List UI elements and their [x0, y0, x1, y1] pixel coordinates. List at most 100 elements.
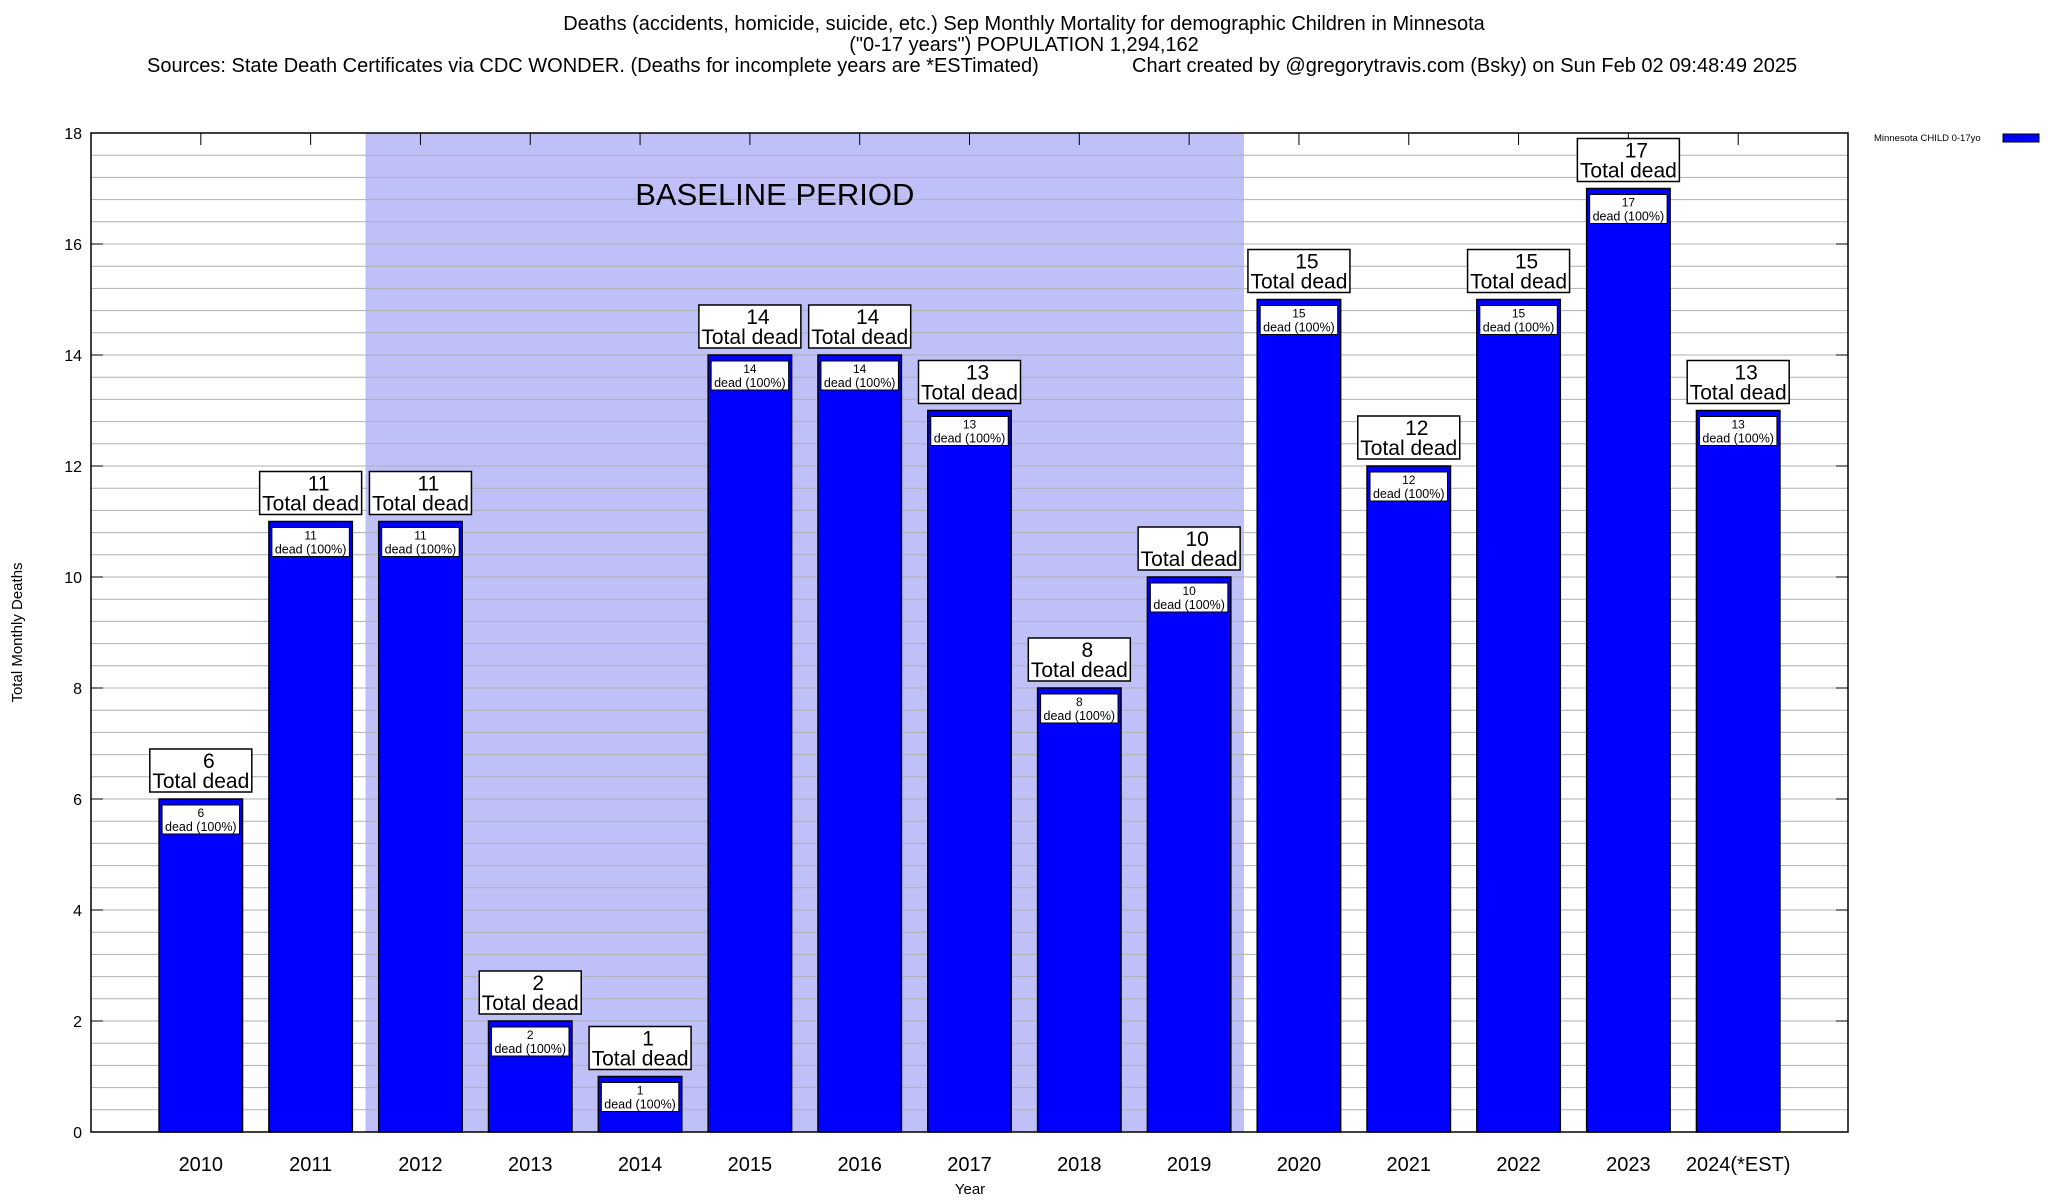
top-label-box: [588, 1025, 692, 1071]
x-tick-label: 2015: [728, 1154, 773, 1176]
inner-label-value: 13: [1732, 418, 1746, 432]
x-tick-label: 2023: [1606, 1154, 1651, 1176]
x-tick-label: 2020: [1277, 1154, 1322, 1176]
inner-label-text: dead (100%): [1263, 321, 1335, 335]
inner-label-text: dead (100%): [1373, 487, 1445, 501]
x-tick-label: 2017: [947, 1154, 992, 1176]
bar-2022: [1476, 298, 1562, 1133]
x-tick-label: 2012: [398, 1154, 443, 1176]
y-tick-label: 12: [64, 459, 82, 476]
top-label-value: 10: [1185, 528, 1208, 551]
y-tick-label: 14: [64, 348, 82, 365]
top-label-value: 8: [1081, 639, 1093, 662]
top-label-value: 15: [1515, 251, 1538, 274]
inner-label-value: 10: [1182, 584, 1196, 598]
top-label-text: Total dead: [152, 770, 249, 793]
top-label-box: [258, 470, 363, 516]
top-label-value: 15: [1295, 251, 1318, 274]
bar-2024(*EST): [1695, 409, 1781, 1133]
top-label-box: [1686, 359, 1790, 405]
x-tick-label: 2010: [179, 1154, 224, 1176]
top-label-value: 17: [1625, 140, 1648, 163]
top-label-text: Total dead: [592, 1048, 689, 1071]
inner-label-text: dead (100%): [1044, 709, 1116, 723]
top-label-text: Total dead: [1690, 382, 1787, 405]
inner-label-box: [1589, 194, 1668, 224]
bar-2015: [707, 354, 793, 1133]
inner-label-text: dead (100%): [1593, 210, 1665, 224]
top-label-box: [917, 359, 1022, 405]
inner-label-value: 8: [1076, 695, 1083, 709]
top-label-box: [478, 970, 582, 1015]
inner-label-value: 11: [304, 529, 317, 543]
inner-label-box: [271, 527, 350, 557]
top-label-box: [1027, 637, 1132, 682]
inner-label-box: [820, 360, 899, 391]
x-tick-label: 2014: [618, 1154, 663, 1176]
top-label-text: Total dead: [701, 326, 798, 349]
x-tick-label: 2019: [1167, 1154, 1212, 1176]
top-label-text: Total dead: [372, 493, 469, 516]
top-label-value: 13: [1735, 362, 1758, 385]
top-label-text: Total dead: [262, 493, 359, 516]
x-tick-label: 2022: [1496, 1154, 1541, 1176]
top-label-box: [1137, 526, 1241, 571]
inner-label-text: dead (100%): [1483, 321, 1555, 335]
top-label-value: 14: [746, 306, 770, 329]
inner-label-box: [1369, 471, 1448, 502]
top-label-text: Total dead: [921, 382, 1018, 405]
credit-note: Chart created by @gregorytravis.com (Bsk…: [1132, 55, 1797, 77]
x-axis-label: Year: [955, 1181, 985, 1198]
inner-label-box: [600, 1082, 680, 1112]
inner-label-text: dead (100%): [934, 432, 1006, 446]
inner-label-text: dead (100%): [494, 1042, 566, 1056]
plot-frame: [90, 132, 1849, 1133]
top-label-text: Total dead: [1250, 271, 1347, 294]
chart-title: Deaths (accidents, homicide, suicide, et…: [563, 13, 1485, 35]
inner-label-box: [1040, 693, 1119, 724]
inner-label-text: dead (100%): [275, 543, 347, 557]
inner-label-value: 12: [1402, 473, 1416, 487]
top-label-value: 11: [418, 473, 440, 496]
bar-2019: [1146, 576, 1232, 1133]
y-tick-label: 0: [73, 1125, 82, 1142]
y-tick-label: 4: [73, 903, 82, 920]
top-label-text: Total dead: [1360, 437, 1457, 460]
y-tick-label: 16: [64, 237, 82, 254]
top-label-text: Total dead: [1470, 271, 1567, 294]
x-tick-label: 2011: [289, 1154, 332, 1176]
top-label-box: [698, 304, 802, 349]
inner-label-value: 15: [1292, 307, 1306, 321]
top-label-box: [1466, 248, 1571, 294]
top-label-text: Total dead: [482, 992, 579, 1015]
legend-label: Minnesota CHILD 0-17yo: [1874, 133, 1981, 144]
inner-label-value: 2: [527, 1028, 534, 1042]
top-label-box: [149, 748, 253, 793]
top-label-box: [807, 304, 912, 349]
top-label-value: 13: [966, 362, 989, 385]
bar-2021: [1366, 465, 1452, 1133]
top-label-value: 11: [308, 473, 330, 496]
inner-label-value: 6: [197, 806, 204, 820]
x-tick-label: 2016: [837, 1154, 882, 1176]
top-label-value: 6: [203, 750, 215, 773]
bar-2023: [1585, 187, 1671, 1133]
top-label-value: 14: [856, 306, 880, 329]
x-tick-label: 2013: [508, 1154, 553, 1176]
inner-label-text: dead (100%): [385, 543, 457, 557]
top-label-text: Total dead: [1031, 659, 1128, 682]
top-label-value: 1: [642, 1028, 654, 1051]
x-tick-label: 2021: [1387, 1154, 1432, 1176]
top-label-box: [368, 470, 473, 516]
inner-label-value: 17: [1622, 196, 1636, 210]
bar-2018: [1036, 687, 1122, 1133]
inner-label-box: [1698, 416, 1778, 446]
bar-2017: [927, 409, 1012, 1133]
inner-label-value: 14: [853, 362, 867, 376]
top-label-box: [1576, 137, 1681, 183]
inner-label-text: dead (100%): [714, 376, 786, 390]
bar-2011: [268, 520, 354, 1133]
inner-label-text: dead (100%): [604, 1098, 676, 1112]
sources-note: Sources: State Death Certificates via CD…: [147, 55, 1039, 77]
